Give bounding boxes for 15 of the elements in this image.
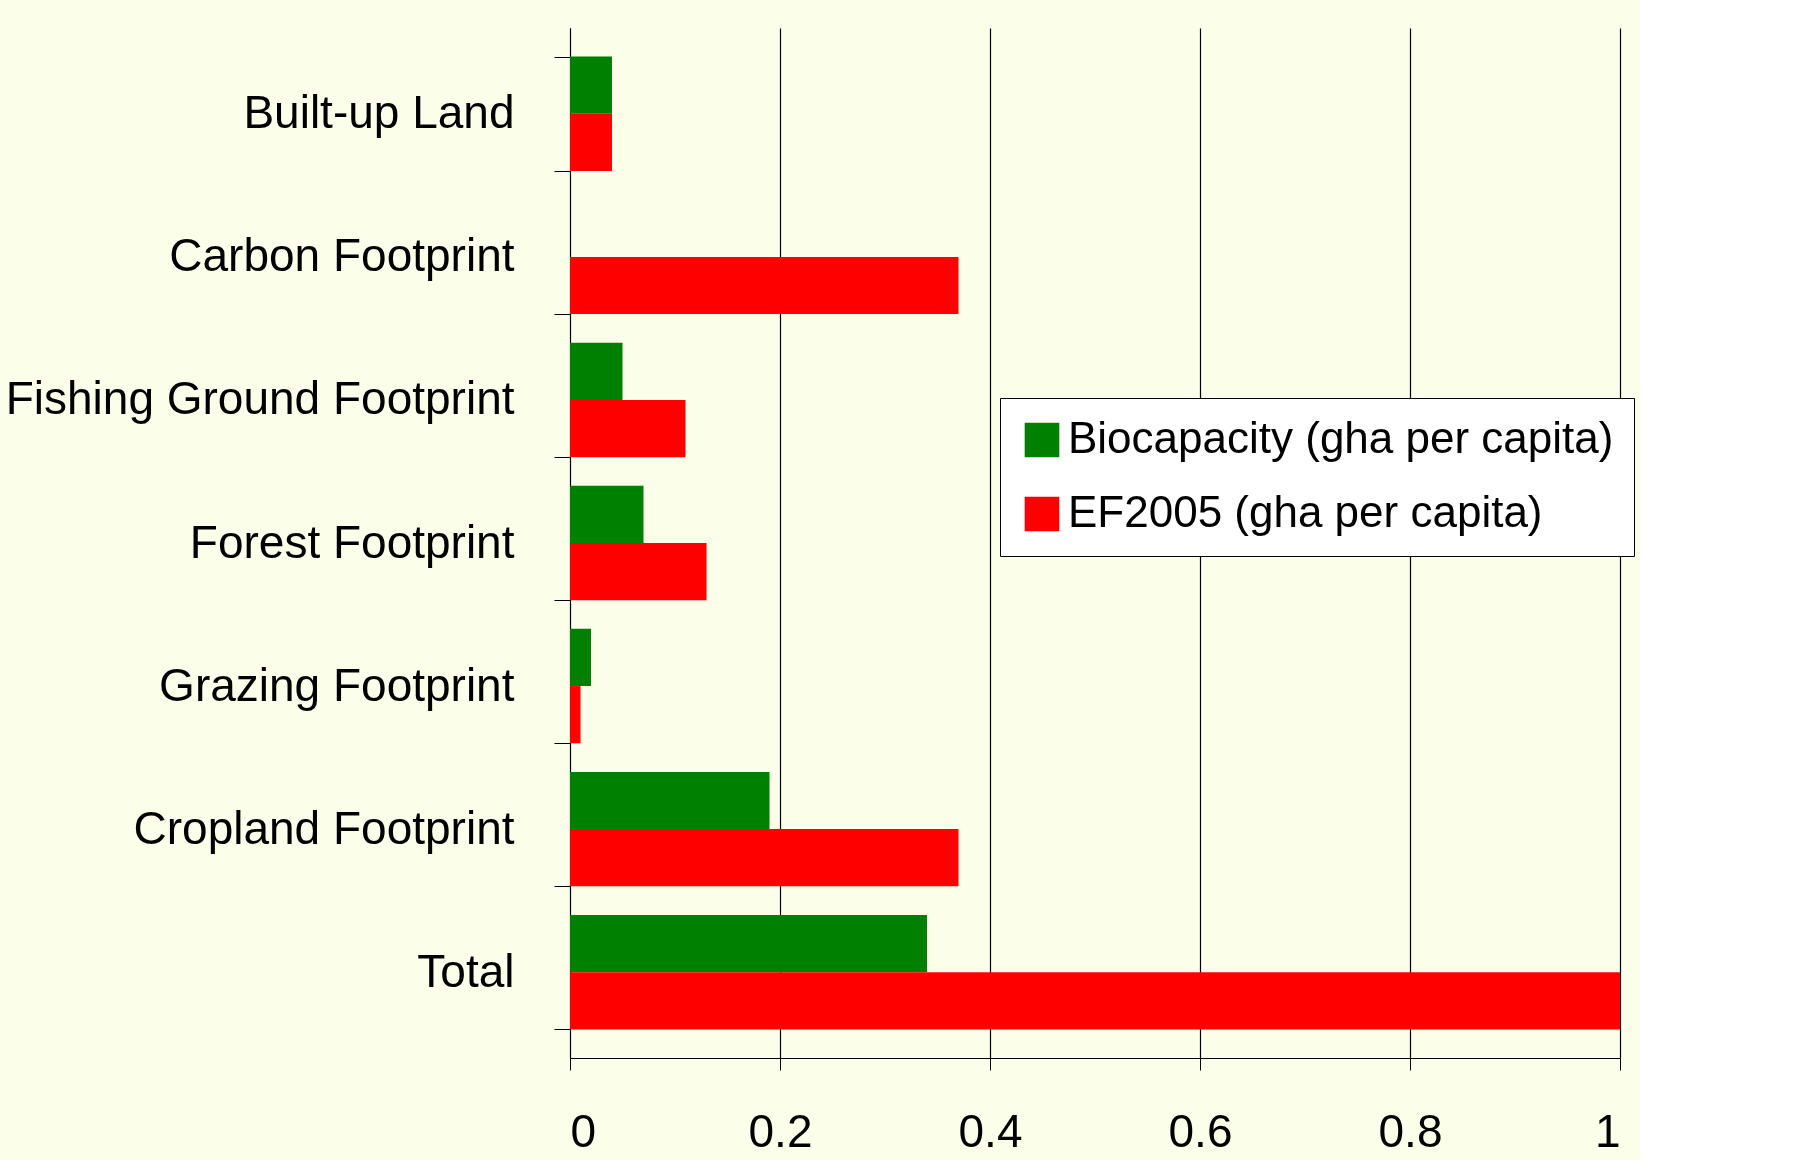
x-tick-label: 0.2 [748, 1104, 813, 1157]
x-tick-label: 0.8 [1378, 1104, 1443, 1157]
legend-label: EF2005 (gha per capita) [1068, 487, 1543, 536]
y-tick-label: Forest Footprint [189, 515, 515, 568]
y-tick-label: Built-up Land [243, 86, 515, 139]
x-tick-label: 1 [1594, 1104, 1621, 1157]
y-tick-label: Carbon Footprint [169, 229, 515, 282]
x-tick-label: 0 [570, 1104, 597, 1157]
y-tick-label: Total [417, 944, 515, 997]
x-tick-label: 0.4 [958, 1104, 1023, 1157]
x-tick-label: 0.6 [1168, 1104, 1233, 1157]
y-tick-label: Fishing Ground Footprint [5, 372, 515, 425]
y-tick-label: Grazing Footprint [159, 658, 515, 711]
y-tick-label: Cropland Footprint [133, 801, 515, 854]
legend-label: Biocapacity (gha per capita) [1068, 413, 1614, 462]
